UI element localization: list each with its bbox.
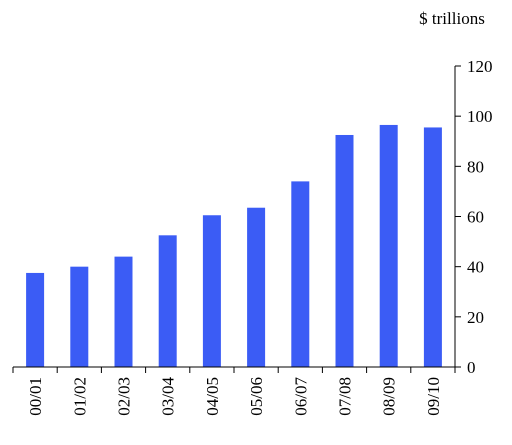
y-axis: 0 20 40 60 80 100 120	[454, 57, 493, 377]
bar-07-08	[335, 134, 354, 367]
bar-08-09	[379, 124, 398, 367]
bar-06-07	[291, 181, 310, 367]
y-tick-label: 20	[467, 308, 484, 327]
y-tick-label: 120	[467, 57, 493, 76]
y-tick-label: 80	[467, 157, 484, 176]
bar-04-05	[202, 215, 221, 367]
bar-03-04	[158, 235, 177, 367]
y-tick-label: 0	[467, 358, 476, 377]
bar-09-10	[423, 127, 442, 367]
y-tick-label: 40	[467, 258, 484, 277]
bar-02-03	[114, 256, 133, 367]
x-tick-label: 01/02	[70, 377, 89, 416]
bars-group	[26, 124, 442, 367]
bar-05-06	[247, 207, 266, 367]
x-axis: 00/01 01/02 02/03 03/04 04/05 05/06 06/07 07/08…	[12, 366, 456, 416]
x-tick-label: 05/06	[247, 377, 266, 416]
y-tick-label: 60	[467, 208, 484, 227]
x-tick-label: 00/01	[26, 377, 45, 416]
x-tick-label: 02/03	[115, 377, 134, 416]
x-tick-label: 08/09	[380, 377, 399, 416]
x-tick-label: 04/05	[203, 377, 222, 416]
x-tick-label: 03/04	[159, 377, 178, 416]
y-axis-unit-label: $ trillions	[419, 9, 485, 28]
bar-01-02	[70, 266, 89, 367]
x-tick-label: 07/08	[336, 377, 355, 416]
x-tick-label: 09/10	[424, 377, 443, 416]
x-tick-label: 06/07	[291, 377, 310, 416]
y-tick-label: 100	[467, 107, 493, 126]
bar-00-01	[26, 272, 45, 367]
